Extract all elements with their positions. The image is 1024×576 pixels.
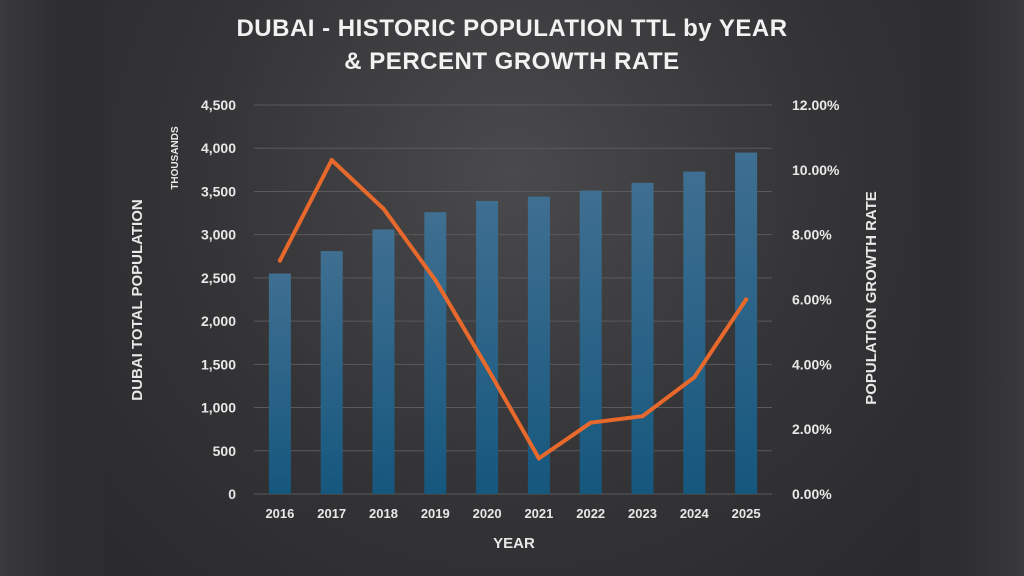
left-tick-label: 0 [228, 486, 236, 502]
left-tick-label: 3,000 [201, 227, 236, 243]
right-tick-label: 4.00% [792, 356, 832, 372]
bar [320, 251, 343, 494]
left-tick-label: 2,000 [201, 313, 236, 329]
chart-panel [104, 0, 920, 576]
growth-rate-point [536, 456, 541, 461]
growth-rate-point [277, 258, 282, 263]
x-tick-label: 2021 [524, 506, 553, 521]
x-tick-label: 2018 [369, 506, 398, 521]
bar [735, 152, 758, 495]
chart-title-line-1: DUBAI - HISTORIC POPULATION TTL by YEAR [236, 15, 788, 42]
bar [579, 190, 602, 494]
right-tick-label: 0.00% [792, 486, 832, 502]
growth-rate-point [433, 278, 438, 283]
growth-rate-line [277, 158, 749, 461]
x-tick-label: 2023 [628, 506, 657, 521]
x-tick-label: 2022 [576, 506, 605, 521]
right-tick-label: 8.00% [792, 227, 832, 243]
growth-rate-point [381, 206, 386, 211]
left-axis-label: DUBAI TOTAL POPULATION [129, 199, 146, 400]
left-tick-label: 500 [213, 443, 237, 459]
right-tick-label: 10.00% [792, 162, 840, 178]
left-tick-label: 3,500 [201, 183, 236, 199]
growth-rate-point [692, 375, 697, 380]
bar [527, 196, 550, 494]
bar [476, 200, 499, 494]
left-axis-ticks: 0 500 1,000 1,500 2,000 2,500 3,000 3,500 4,000 4… [201, 97, 236, 502]
growth-rate-point [588, 420, 593, 425]
right-tick-label: 6.00% [792, 292, 832, 308]
growth-rate-point [329, 158, 334, 163]
right-axis-ticks: 0.00% 2.00% 4.00% 6.00% 8.00% 10.00% 12.00% [792, 97, 840, 502]
x-tick-label: 2017 [317, 506, 346, 521]
right-axis-label: POPULATION GROWTH RATE [863, 191, 880, 405]
bar [268, 273, 291, 494]
left-tick-label: 4,500 [201, 97, 236, 113]
x-axis-label: YEAR [493, 535, 535, 552]
growth-rate-point [640, 414, 645, 419]
x-tick-label: 2019 [421, 506, 450, 521]
left-axis-units-label: THOUSANDS [170, 126, 181, 190]
bar [372, 229, 395, 495]
right-tick-label: 12.00% [792, 97, 840, 113]
x-tick-label: 2016 [265, 506, 294, 521]
growth-rate-point [485, 365, 490, 370]
left-tick-label: 1,000 [201, 400, 236, 416]
x-tick-label: 2025 [732, 506, 761, 521]
left-tick-label: 1,500 [201, 356, 236, 372]
right-tick-label: 2.00% [792, 421, 832, 437]
bar [683, 171, 706, 494]
chart-title-line-2: & PERCENT GROWTH RATE [344, 48, 680, 75]
x-axis-ticks: 2016 2017 2018 2019 2020 2021 2022 2023 2024 2025 [265, 506, 760, 521]
x-tick-label: 2020 [473, 506, 502, 521]
x-tick-label: 2024 [680, 506, 710, 521]
growth-rate-point [744, 297, 749, 302]
left-tick-label: 4,000 [201, 140, 236, 156]
bar [424, 212, 447, 495]
bar [631, 182, 654, 495]
bar-series [268, 152, 758, 495]
chart-title: DUBAI - HISTORIC POPULATION TTL by YEAR … [104, 12, 920, 78]
left-tick-label: 2,500 [201, 270, 236, 286]
line-series [277, 158, 749, 461]
